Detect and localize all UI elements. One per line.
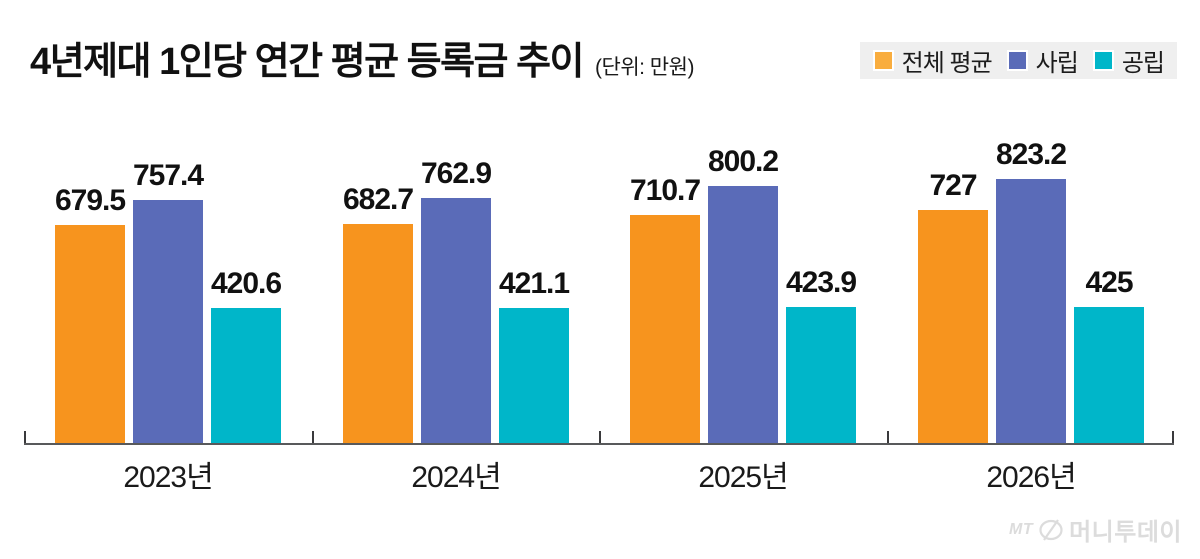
bar-public-2026 (1074, 307, 1144, 443)
bar-private-2026 (996, 179, 1066, 443)
legend: 전체 평균 사립 공립 (859, 42, 1177, 79)
plot-area: 679.5 757.4 420.6 682.7 762.9 421.1 710.7 800.2… (24, 115, 1174, 445)
bar-wrap-private-2026: 823.2 (995, 138, 1067, 443)
axis-tick (24, 431, 26, 443)
bar-value-label-overall-avg-2025: 710.7 (629, 174, 701, 207)
bar-private-2025 (708, 186, 778, 443)
bar-wrap-overall-avg-2025: 710.7 (629, 174, 701, 443)
bar-value-label-private-2025: 800.2 (707, 145, 779, 178)
bar-wrap-overall-avg-2024: 682.7 (342, 183, 414, 443)
legend-swatch-private (1006, 50, 1028, 71)
page-title: 4년제대 1인당 연간 평균 등록금 추이 (30, 41, 585, 83)
moneytoday-logo: MT 머니투데이 (1009, 512, 1182, 547)
bar-value-label-private-2023: 757.4 (132, 159, 204, 192)
legend-item-label: 공립 (1121, 50, 1165, 77)
x-axis-label-2025: 2025년 (698, 461, 788, 494)
axis-tick (1172, 431, 1174, 443)
bar-value-label-private-2026: 823.2 (995, 138, 1067, 171)
bar-private-2023 (133, 200, 203, 443)
legend-swatch-public (1092, 50, 1114, 71)
legend-item-overall-avg: 전체 평균 (872, 43, 993, 78)
bar-wrap-public-2025: 423.9 (785, 266, 857, 443)
bar-value-label-overall-avg-2024: 682.7 (342, 183, 414, 216)
bar-group-2026: 727 823.2 425 (887, 115, 1175, 443)
bar-private-2024 (421, 198, 491, 443)
bar-value-label-private-2024: 762.9 (420, 157, 492, 190)
x-axis-label-2023: 2023년 (123, 461, 213, 494)
mt-logo-text: MT (1008, 520, 1034, 538)
axis-tick (599, 431, 601, 443)
bar-wrap-public-2026: 425 (1074, 266, 1144, 443)
bar-public-2025 (786, 307, 856, 443)
bar-overall-avg-2025 (630, 215, 700, 443)
legend-item-label: 사립 (1035, 50, 1079, 77)
bar-public-2024 (499, 308, 569, 443)
bar-wrap-private-2023: 757.4 (132, 159, 204, 443)
mt-logo-icon (1039, 518, 1063, 541)
x-axis-labels: 2023년 2024년 2025년 2026년 (24, 452, 1174, 494)
x-axis-label-2026: 2026년 (986, 461, 1076, 494)
bar-wrap-public-2024: 421.1 (498, 267, 570, 443)
legend-item-public: 공립 (1092, 43, 1165, 78)
bar-overall-avg-2026 (918, 210, 988, 443)
bar-group-2023: 679.5 757.4 420.6 (24, 115, 312, 443)
bar-value-label-public-2023: 420.6 (210, 267, 282, 300)
bar-group-2024: 682.7 762.9 421.1 (312, 115, 600, 443)
bar-overall-avg-2024 (343, 224, 413, 443)
bar-overall-avg-2023 (55, 225, 125, 443)
bar-value-label-overall-avg-2023: 679.5 (54, 184, 126, 217)
unit-label: (단위: 만원) (595, 56, 694, 79)
bar-value-label-overall-avg-2026: 727 (929, 169, 977, 202)
axis-tick (887, 431, 889, 443)
legend-item-label: 전체 평균 (901, 50, 993, 77)
legend-swatch-overall-avg (872, 50, 894, 71)
x-axis-label-2024: 2024년 (411, 461, 501, 494)
logo-text: 머니투데이 (1069, 519, 1182, 546)
legend-item-private: 사립 (1006, 43, 1079, 78)
bar-value-label-public-2026: 425 (1085, 266, 1133, 299)
bar-wrap-public-2023: 420.6 (210, 267, 282, 443)
bar-group-2025: 710.7 800.2 423.9 (599, 115, 887, 443)
bar-wrap-overall-avg-2023: 679.5 (54, 184, 126, 443)
bar-value-label-public-2025: 423.9 (785, 266, 857, 299)
bar-wrap-private-2025: 800.2 (707, 145, 779, 443)
axis-tick (312, 431, 314, 443)
bar-wrap-private-2024: 762.9 (420, 157, 492, 443)
header: 4년제대 1인당 연간 평균 등록금 추이 (단위: 만원) (30, 30, 694, 85)
bar-value-label-public-2024: 421.1 (498, 267, 570, 300)
bar-public-2023 (211, 308, 281, 443)
bar-wrap-overall-avg-2026: 727 (918, 169, 988, 443)
